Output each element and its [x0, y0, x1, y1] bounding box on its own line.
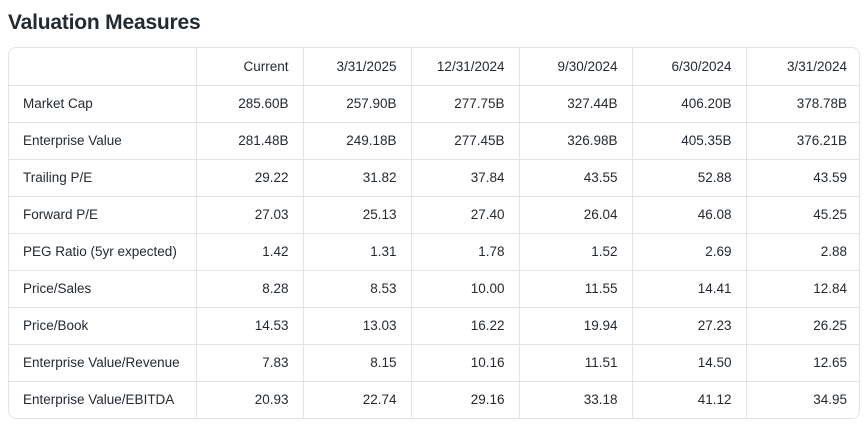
- value-cell: 378.78B: [745, 84, 859, 122]
- value-cell: 285.60B: [195, 84, 303, 122]
- value-cell: 52.88: [631, 158, 746, 196]
- row-label: Market Cap: [9, 84, 196, 122]
- table-row: Enterprise Value/EBITDA 20.93 22.74 29.16 33…: [9, 380, 859, 418]
- row-label: Price/Sales: [9, 269, 196, 307]
- value-cell: 7.83: [195, 343, 303, 381]
- value-cell: 31.82: [302, 158, 411, 196]
- column-header: 12/31/2024: [410, 48, 519, 85]
- corner-header: [9, 48, 196, 85]
- row-label: Enterprise Value: [9, 121, 196, 159]
- value-cell: 37.84: [410, 158, 519, 196]
- row-label: Enterprise Value/Revenue: [9, 343, 196, 381]
- column-header: 3/31/2025: [302, 48, 411, 85]
- value-cell: 29.16: [410, 380, 519, 418]
- table-row: Price/Sales 8.28 8.53 10.00 11.55 14.41 12.84: [9, 269, 859, 307]
- value-cell: 257.90B: [302, 84, 411, 122]
- row-label: Enterprise Value/EBITDA: [9, 380, 196, 418]
- value-cell: 22.74: [302, 380, 411, 418]
- value-cell: 277.45B: [410, 121, 519, 159]
- value-cell: 11.51: [518, 343, 632, 381]
- value-cell: 2.69: [631, 232, 746, 270]
- value-cell: 43.55: [518, 158, 632, 196]
- value-cell: 27.40: [410, 195, 519, 233]
- value-cell: 11.55: [518, 269, 632, 307]
- value-cell: 12.84: [745, 269, 859, 307]
- value-cell: 406.20B: [631, 84, 746, 122]
- value-cell: 45.25: [745, 195, 859, 233]
- value-cell: 281.48B: [195, 121, 303, 159]
- value-cell: 277.75B: [410, 84, 519, 122]
- valuation-measures-table: Current 3/31/2025 12/31/2024 9/30/2024 6/30/…: [9, 48, 859, 418]
- value-cell: 8.53: [302, 269, 411, 307]
- value-cell: 27.23: [631, 306, 746, 344]
- value-cell: 10.16: [410, 343, 519, 381]
- value-cell: 25.13: [302, 195, 411, 233]
- header-row: Current 3/31/2025 12/31/2024 9/30/2024 6/30/…: [9, 48, 859, 85]
- value-cell: 19.94: [518, 306, 632, 344]
- table-body: Market Cap 285.60B 257.90B 277.75B 327.44B 40…: [9, 84, 859, 418]
- column-header: 3/31/2024: [745, 48, 859, 85]
- value-cell: 1.42: [195, 232, 303, 270]
- value-cell: 41.12: [631, 380, 746, 418]
- value-cell: 1.78: [410, 232, 519, 270]
- value-cell: 26.04: [518, 195, 632, 233]
- value-cell: 27.03: [195, 195, 303, 233]
- value-cell: 14.41: [631, 269, 746, 307]
- table-row: Trailing P/E 29.22 31.82 37.84 43.55 52.88 43.…: [9, 158, 859, 196]
- value-cell: 14.53: [195, 306, 303, 344]
- column-header: 9/30/2024: [518, 48, 632, 85]
- value-cell: 12.65: [745, 343, 859, 381]
- value-cell: 249.18B: [302, 121, 411, 159]
- value-cell: 43.59: [745, 158, 859, 196]
- value-cell: 46.08: [631, 195, 746, 233]
- value-cell: 326.98B: [518, 121, 632, 159]
- table-row: PEG Ratio (5yr expected) 1.42 1.31 1.78 1.52…: [9, 232, 859, 270]
- value-cell: 26.25: [745, 306, 859, 344]
- valuation-measures-table-container: Current 3/31/2025 12/31/2024 9/30/2024 6/30/…: [8, 47, 860, 419]
- row-label: PEG Ratio (5yr expected): [9, 232, 196, 270]
- value-cell: 13.03: [302, 306, 411, 344]
- value-cell: 327.44B: [518, 84, 632, 122]
- value-cell: 2.88: [745, 232, 859, 270]
- value-cell: 20.93: [195, 380, 303, 418]
- table-row: Forward P/E 27.03 25.13 27.40 26.04 46.08 45.2…: [9, 195, 859, 233]
- value-cell: 29.22: [195, 158, 303, 196]
- value-cell: 10.00: [410, 269, 519, 307]
- table-row: Price/Book 14.53 13.03 16.22 19.94 27.23 26.25: [9, 306, 859, 344]
- row-label: Trailing P/E: [9, 158, 196, 196]
- row-label: Price/Book: [9, 306, 196, 344]
- table-row: Market Cap 285.60B 257.90B 277.75B 327.44B 40…: [9, 84, 859, 122]
- value-cell: 1.31: [302, 232, 411, 270]
- value-cell: 33.18: [518, 380, 632, 418]
- value-cell: 1.52: [518, 232, 632, 270]
- value-cell: 8.15: [302, 343, 411, 381]
- value-cell: 16.22: [410, 306, 519, 344]
- value-cell: 14.50: [631, 343, 746, 381]
- table-row: Enterprise Value/Revenue 7.83 8.15 10.16 11.…: [9, 343, 859, 381]
- value-cell: 34.95: [745, 380, 859, 418]
- value-cell: 376.21B: [745, 121, 859, 159]
- table-row: Enterprise Value 281.48B 249.18B 277.45B 326…: [9, 121, 859, 159]
- column-header: 6/30/2024: [631, 48, 746, 85]
- column-header: Current: [195, 48, 303, 85]
- value-cell: 8.28: [195, 269, 303, 307]
- value-cell: 405.35B: [631, 121, 746, 159]
- page-title: Valuation Measures: [8, 11, 201, 34]
- row-label: Forward P/E: [9, 195, 196, 233]
